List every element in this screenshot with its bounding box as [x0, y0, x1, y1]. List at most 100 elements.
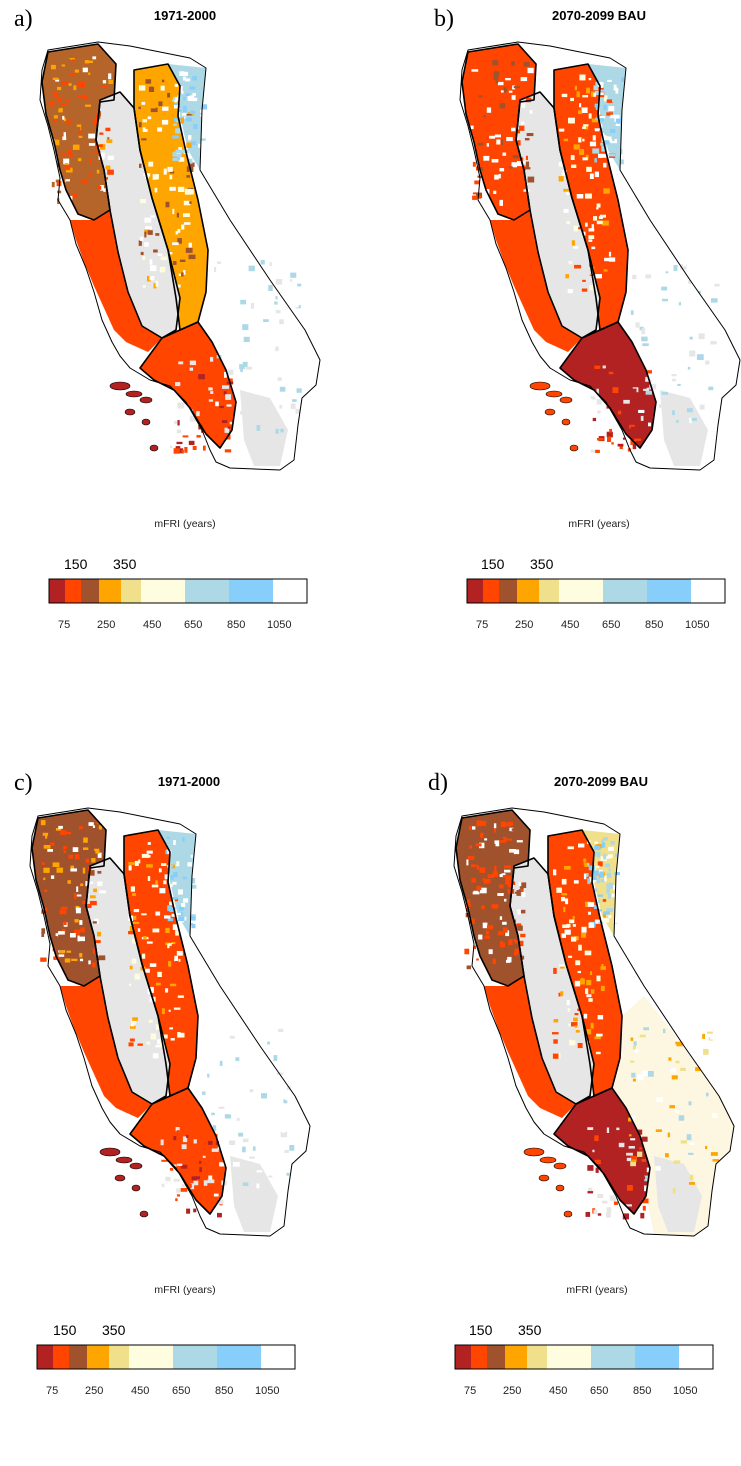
fire-interval-cell	[476, 80, 483, 84]
fire-interval-cell	[479, 128, 482, 131]
fire-interval-cell	[100, 185, 104, 191]
fire-interval-cell	[499, 916, 503, 920]
fire-interval-cell	[182, 903, 189, 907]
fire-interval-cell	[166, 865, 173, 868]
fire-interval-cell	[527, 176, 535, 183]
california-mfri-map	[29, 807, 311, 1237]
fire-interval-cell	[86, 941, 91, 945]
fire-interval-cell	[499, 168, 505, 172]
fire-interval-cell	[561, 933, 566, 938]
fire-interval-cell	[491, 103, 495, 110]
fire-interval-cell	[500, 940, 504, 945]
fire-interval-cell	[138, 122, 142, 128]
fire-interval-cell	[207, 1140, 213, 1145]
fire-interval-cell	[96, 169, 100, 174]
fire-interval-cell	[43, 877, 46, 881]
fire-interval-cell	[610, 143, 614, 148]
fire-interval-cell	[174, 97, 179, 101]
fire-interval-cell	[563, 906, 566, 913]
fire-interval-cell	[149, 103, 156, 109]
fire-interval-cell	[207, 1073, 210, 1078]
fire-interval-cell	[611, 893, 618, 898]
fire-interval-cell	[138, 240, 142, 246]
fire-interval-cell	[153, 283, 157, 289]
fire-interval-cell	[599, 214, 606, 218]
fire-interval-cell	[52, 862, 60, 867]
fire-interval-cell	[472, 128, 476, 134]
fire-interval-cell	[202, 1063, 205, 1068]
fire-interval-cell	[183, 898, 189, 903]
fire-interval-cell	[464, 837, 471, 841]
fire-interval-cell	[578, 843, 585, 848]
fire-interval-cell	[472, 826, 476, 830]
fire-interval-cell	[79, 920, 83, 925]
fire-interval-cell	[576, 91, 580, 98]
fire-interval-cell	[68, 843, 72, 850]
fire-interval-cell	[107, 155, 114, 161]
fire-interval-cell	[609, 1195, 615, 1201]
fire-interval-cell	[92, 956, 100, 961]
panel-title: 2070-2099 BAU	[554, 774, 648, 789]
fire-interval-cell	[603, 911, 610, 915]
fire-interval-cell	[251, 384, 254, 391]
fire-interval-cell	[513, 86, 520, 89]
fire-interval-cell	[489, 135, 496, 139]
fire-interval-cell	[613, 114, 620, 119]
ecoregion-boundary	[509, 857, 595, 1105]
fire-interval-cell	[503, 87, 506, 93]
fire-interval-cell	[656, 1097, 663, 1103]
fire-interval-cell	[76, 894, 82, 897]
fire-interval-cell	[132, 921, 140, 924]
fire-interval-cell	[594, 158, 597, 163]
fire-interval-cell	[87, 113, 95, 119]
fire-interval-cell	[514, 891, 519, 894]
fire-interval-cell	[51, 912, 58, 916]
fire-interval-cell	[606, 1127, 610, 1133]
fire-interval-cell	[242, 324, 249, 331]
fire-interval-cell	[667, 1132, 670, 1138]
fire-interval-cell	[53, 119, 58, 122]
fire-interval-cell	[561, 893, 568, 896]
fire-interval-cell	[65, 898, 72, 903]
fire-interval-cell	[269, 262, 272, 266]
fire-interval-cell	[594, 853, 598, 856]
fire-interval-cell	[592, 135, 596, 141]
fire-interval-cell	[202, 1128, 209, 1132]
fire-interval-cell	[185, 885, 192, 891]
fire-interval-cell	[219, 1060, 223, 1066]
fire-interval-cell	[76, 886, 79, 892]
fire-interval-cell	[509, 82, 514, 85]
fire-interval-cell	[178, 889, 183, 895]
region-sierra-nevada	[134, 64, 208, 330]
fire-interval-cell	[624, 361, 629, 364]
fire-interval-cell	[97, 931, 101, 937]
fire-interval-cell	[600, 82, 604, 88]
fire-interval-cell	[689, 1174, 694, 1180]
legend-swatch	[53, 1345, 69, 1369]
legend-top-label: 350	[530, 556, 554, 572]
legend-bottom-label: 450	[561, 619, 580, 631]
fire-interval-cell	[572, 924, 576, 927]
fire-interval-cell	[79, 958, 84, 962]
fire-interval-cell	[219, 1162, 225, 1167]
fire-interval-cell	[151, 884, 159, 888]
fire-interval-cell	[217, 1212, 222, 1218]
fire-interval-cell	[598, 216, 603, 219]
fire-interval-cell	[581, 288, 588, 292]
fire-interval-cell	[595, 81, 599, 86]
fire-interval-cell	[79, 936, 85, 942]
fire-interval-cell	[708, 313, 712, 318]
fire-interval-cell	[606, 1212, 611, 1218]
fire-interval-cell	[212, 1119, 216, 1125]
fire-interval-cell	[173, 212, 177, 218]
fire-interval-cell	[66, 69, 73, 73]
fire-interval-cell	[608, 915, 612, 919]
fire-interval-cell	[70, 933, 76, 938]
ecoregion-boundary	[31, 809, 107, 987]
fire-interval-cell	[212, 1125, 217, 1131]
fire-interval-cell	[41, 932, 45, 937]
fire-interval-cell	[508, 166, 513, 169]
fire-interval-cell	[186, 115, 192, 118]
fire-interval-cell	[155, 1024, 161, 1030]
fire-interval-cell	[141, 853, 149, 858]
